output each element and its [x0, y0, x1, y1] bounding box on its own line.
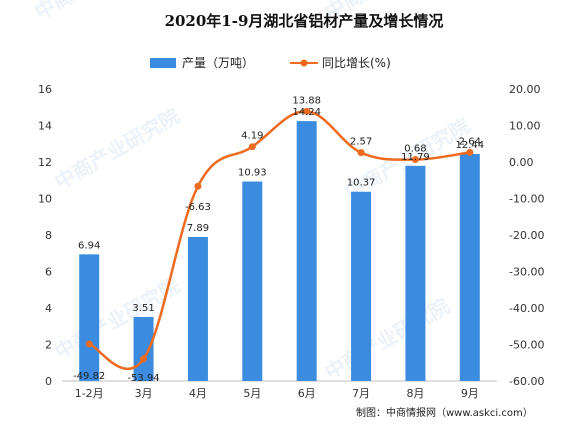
watermark-text: 中商产业研究院: [321, 294, 454, 385]
bar: [351, 191, 372, 381]
line-data-label: 2.64: [459, 136, 481, 147]
line-data-label: 13.88: [292, 95, 321, 106]
y-right-tick-label: -20.00: [509, 229, 544, 242]
x-tick-label: 5月: [243, 387, 261, 400]
y-right-tick-label: 20.00: [509, 83, 541, 96]
bar: [459, 153, 480, 381]
line-point: [411, 156, 419, 164]
x-tick-label: 4月: [189, 387, 207, 400]
line-series: [85, 107, 474, 370]
bar-data-label: 11.79: [401, 152, 430, 163]
line-point: [248, 143, 256, 151]
bar: [133, 316, 154, 381]
y-left-tick-label: 12: [38, 156, 52, 169]
x-tick-label: 3月: [135, 387, 153, 400]
x-tick-label: 6月: [298, 387, 316, 400]
y-left-tick-label: 2: [45, 339, 52, 352]
bar-data-label: 12.44: [455, 140, 484, 151]
line-point: [466, 148, 474, 156]
bar-data-label: 10.37: [347, 178, 376, 189]
y-left-tick-label: 4: [45, 302, 52, 315]
bar-data-label: 3.51: [132, 303, 154, 314]
x-tick-label: 8月: [406, 387, 424, 400]
y-left-tick-label: 6: [45, 266, 52, 279]
line-point: [194, 182, 202, 190]
legend: 产量（万吨） 同比增长(%): [150, 56, 391, 70]
source-note: 制图：中商情报网（www.askci.com）: [356, 406, 533, 419]
line-data-label: -53.94: [127, 373, 159, 384]
line-data-label: 2.57: [350, 137, 372, 148]
y-right-tick-label: -10.00: [509, 193, 544, 206]
x-tick-label: 1-2月: [75, 387, 104, 400]
bar-data-label: 7.89: [187, 223, 209, 234]
line-data-label: 4.19: [241, 131, 263, 142]
data-labels: 6.94 3.51 7.89 10.93 14.24 10.37 11.79 12.44 -49…: [73, 95, 484, 384]
legend-bar-swatch: [150, 58, 176, 68]
bar-data-label: 10.93: [238, 168, 267, 179]
watermark-text: 中商产业研究院: [31, 0, 164, 24]
line-point: [85, 340, 93, 348]
bar: [79, 254, 100, 381]
y-left-tick-label: 8: [45, 229, 52, 242]
legend-line-label: 同比增长(%): [322, 56, 391, 70]
y-right-tick-label: 0.00: [509, 156, 534, 169]
y-left-tick-label: 0: [45, 375, 52, 388]
bar-series: [79, 121, 480, 382]
bar: [187, 237, 208, 381]
axes: 0 2 4 6 8 10 12 14 16 -60.00 -50.00 -40.00 -30.00 -20…: [38, 83, 544, 400]
bar: [242, 181, 263, 381]
watermark-text: 中商产业研究院: [51, 104, 184, 195]
chart-title: 2020年1-9月湖北省铝材产量及增长情况: [165, 12, 444, 30]
bar: [405, 165, 426, 381]
x-tick-label: 9月: [461, 387, 479, 400]
y-left-tick-label: 10: [38, 193, 52, 206]
y-right-tick-label: -40.00: [509, 302, 544, 315]
y-right-tick-label: 10.00: [509, 120, 541, 133]
x-tick-label: 7月: [352, 387, 370, 400]
legend-line-marker: [300, 59, 308, 67]
y-left-tick-label: 16: [38, 83, 52, 96]
y-right-tick-label: -30.00: [509, 266, 544, 279]
legend-bar-label: 产量（万吨）: [182, 56, 254, 70]
y-right-tick-label: -60.00: [509, 375, 544, 388]
line-point: [357, 149, 365, 157]
bar-data-label: 6.94: [78, 240, 100, 251]
y-right-tick-label: -50.00: [509, 339, 544, 352]
line-data-label: -49.82: [73, 371, 105, 382]
line-point: [303, 107, 311, 115]
line-point: [140, 355, 148, 363]
watermark-text: 中商产业研究院: [51, 274, 184, 365]
bar-data-label: 14.24: [292, 107, 321, 118]
line-data-label: 0.68: [404, 144, 426, 155]
line-data-label: -6.63: [185, 202, 211, 213]
y-left-tick-label: 14: [38, 120, 52, 133]
bar: [296, 121, 317, 382]
